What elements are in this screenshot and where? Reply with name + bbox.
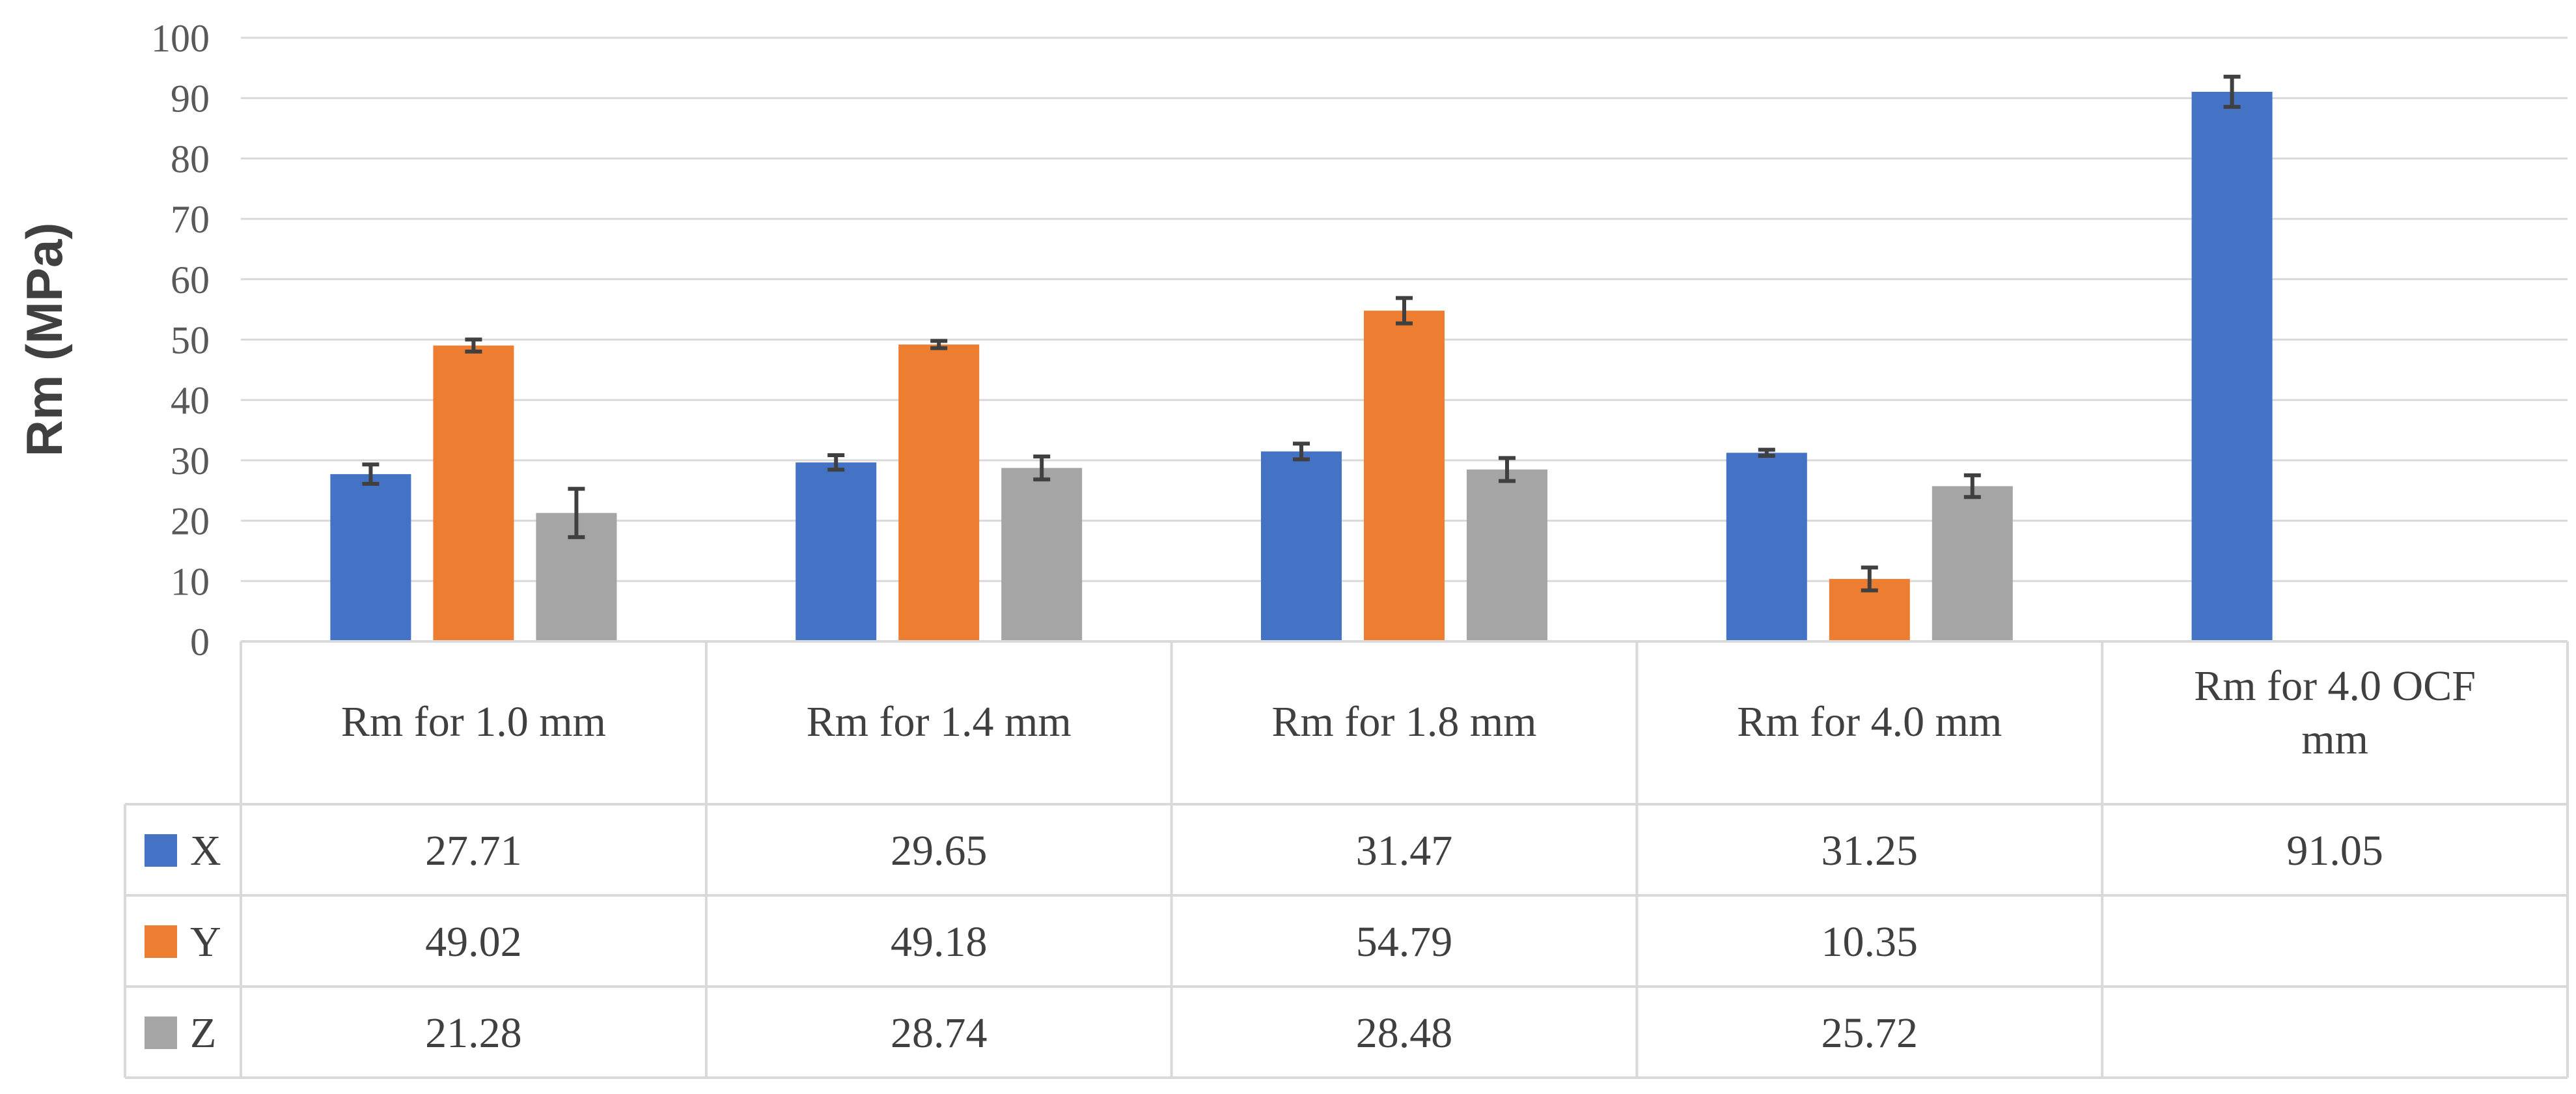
data-cell: 28.74 — [891, 1009, 988, 1057]
data-cell: 49.18 — [891, 918, 988, 966]
y-tick-label: 80 — [171, 137, 210, 180]
bar-x — [796, 462, 877, 641]
category-label: Rm for 1.8 mm — [1272, 698, 1537, 746]
data-cell: 91.05 — [2286, 827, 2383, 875]
data-cell: 10.35 — [1821, 918, 1918, 966]
bar-z — [1467, 469, 1547, 641]
data-cell: 27.71 — [425, 827, 522, 875]
y-tick-label: 30 — [171, 440, 210, 483]
y-tick-label: 0 — [190, 621, 210, 664]
bar-y — [433, 345, 514, 641]
category-label: Rm for 4.0 mm — [1737, 698, 2002, 746]
y-tick-label: 100 — [151, 17, 210, 60]
bar-x — [2191, 91, 2273, 642]
bar-x — [1261, 451, 1342, 641]
legend-key-z — [145, 1017, 177, 1049]
data-cell: 29.65 — [891, 827, 988, 875]
category-label: Rm for 4.0 OCF mm — [2194, 662, 2476, 763]
data-cell: 31.47 — [1356, 827, 1453, 875]
category-label: Rm for 1.4 mm — [807, 698, 1072, 746]
data-cell: 31.25 — [1821, 827, 1918, 875]
y-tick-label: 90 — [171, 77, 210, 120]
data-cell: 54.79 — [1356, 918, 1453, 966]
y-tick-label: 60 — [171, 259, 210, 302]
bar-x — [330, 474, 411, 641]
y-tick-label: 70 — [171, 198, 210, 241]
legend-label: Z — [190, 1009, 216, 1057]
y-tick-label: 10 — [171, 560, 210, 603]
bar-z — [1001, 468, 1083, 641]
y-tick-label: 50 — [171, 319, 210, 362]
data-cell: 49.02 — [425, 918, 522, 966]
y-tick-label: 40 — [171, 379, 210, 422]
legend-label: X — [190, 827, 221, 875]
bar-z — [1932, 486, 2013, 641]
data-cell: 21.28 — [425, 1009, 522, 1057]
legend-key-x — [145, 834, 177, 867]
category-label: Rm for 1.0 mm — [341, 698, 606, 746]
bar-y — [1364, 311, 1445, 641]
legend-key-y — [145, 925, 177, 958]
y-axis-title: Rm (MPa) — [16, 223, 73, 457]
bar-y — [898, 344, 980, 641]
data-cell: 25.72 — [1821, 1009, 1918, 1057]
data-cell: 28.48 — [1356, 1009, 1453, 1057]
bar-x — [1726, 453, 1807, 641]
y-tick-label: 20 — [171, 500, 210, 543]
legend-label: Y — [190, 918, 221, 966]
